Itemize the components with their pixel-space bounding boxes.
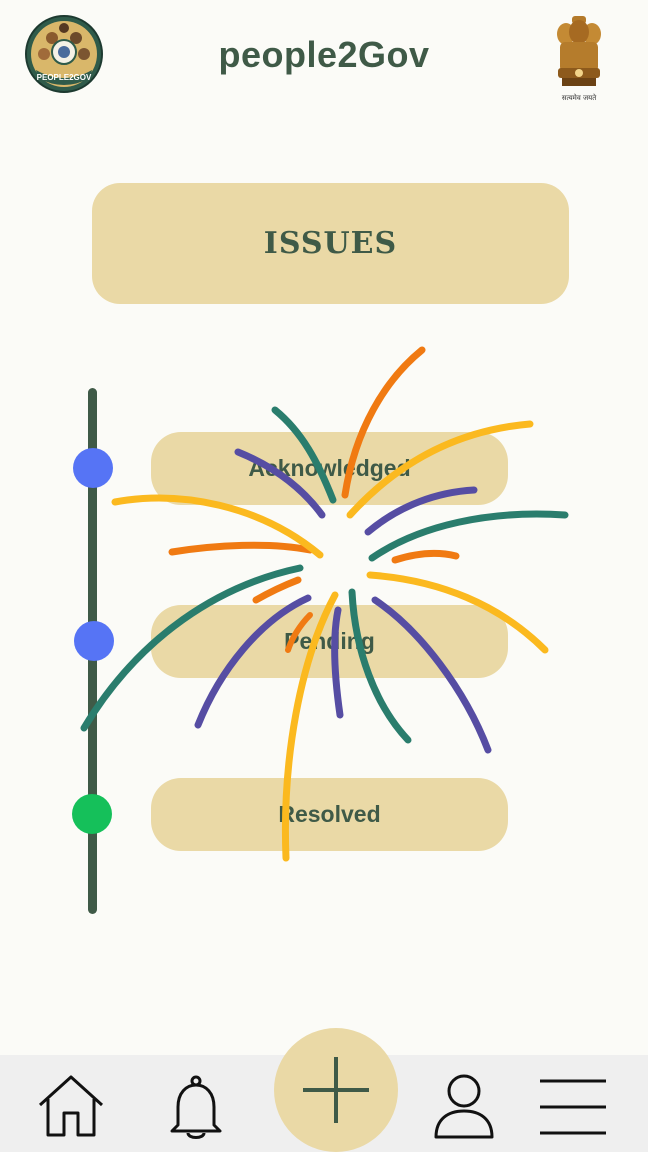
firework-streak bbox=[111, 494, 324, 559]
firework-streak bbox=[368, 510, 569, 562]
menu-icon[interactable] bbox=[538, 1077, 608, 1137]
issues-banner[interactable]: ISSUES bbox=[92, 183, 569, 304]
add-issue-button[interactable] bbox=[274, 1028, 398, 1152]
svg-text:PEOPLE2GOV: PEOPLE2GOV bbox=[37, 73, 92, 82]
home-icon[interactable] bbox=[36, 1073, 106, 1139]
svg-text:सत्यमेव जयते: सत्यमेव जयते bbox=[562, 93, 597, 102]
firework-streak bbox=[391, 549, 460, 564]
firework-streak bbox=[252, 576, 302, 604]
app-title: people2Gov bbox=[218, 34, 430, 75]
status-resolved-button[interactable]: Resolved bbox=[151, 778, 508, 851]
bell-icon[interactable] bbox=[166, 1075, 226, 1143]
status-acknowledged-button[interactable]: Acknowledged bbox=[151, 432, 508, 505]
user-icon[interactable] bbox=[432, 1073, 496, 1139]
timeline-dot-resolved bbox=[72, 794, 112, 834]
national-emblem-icon: सत्यमेव जयते bbox=[557, 16, 601, 102]
app-header: PEOPLE2GOV people2Gov सत्यमेव जयते bbox=[0, 0, 648, 110]
add-icon bbox=[303, 1057, 369, 1123]
timeline-dot-acknowledged bbox=[73, 448, 113, 488]
people2gov-logo[interactable]: PEOPLE2GOV bbox=[24, 14, 104, 94]
firework-streak bbox=[168, 541, 314, 556]
status-pending-button[interactable]: Pending bbox=[151, 605, 508, 678]
timeline-dot-pending bbox=[74, 621, 114, 661]
